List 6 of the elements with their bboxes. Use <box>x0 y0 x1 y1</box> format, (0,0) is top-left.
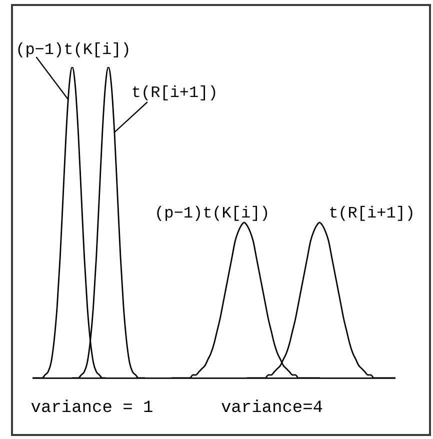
series-label: t(R[i+1]) <box>328 204 416 222</box>
series-label: t(R[i+1]) <box>131 84 218 102</box>
series-label: (p−1)t(K[i]) <box>16 41 131 59</box>
series-label: (p−1)t(K[i]) <box>154 204 270 222</box>
text: variance = 1 <box>30 399 154 418</box>
text: variance=4 <box>220 399 324 418</box>
